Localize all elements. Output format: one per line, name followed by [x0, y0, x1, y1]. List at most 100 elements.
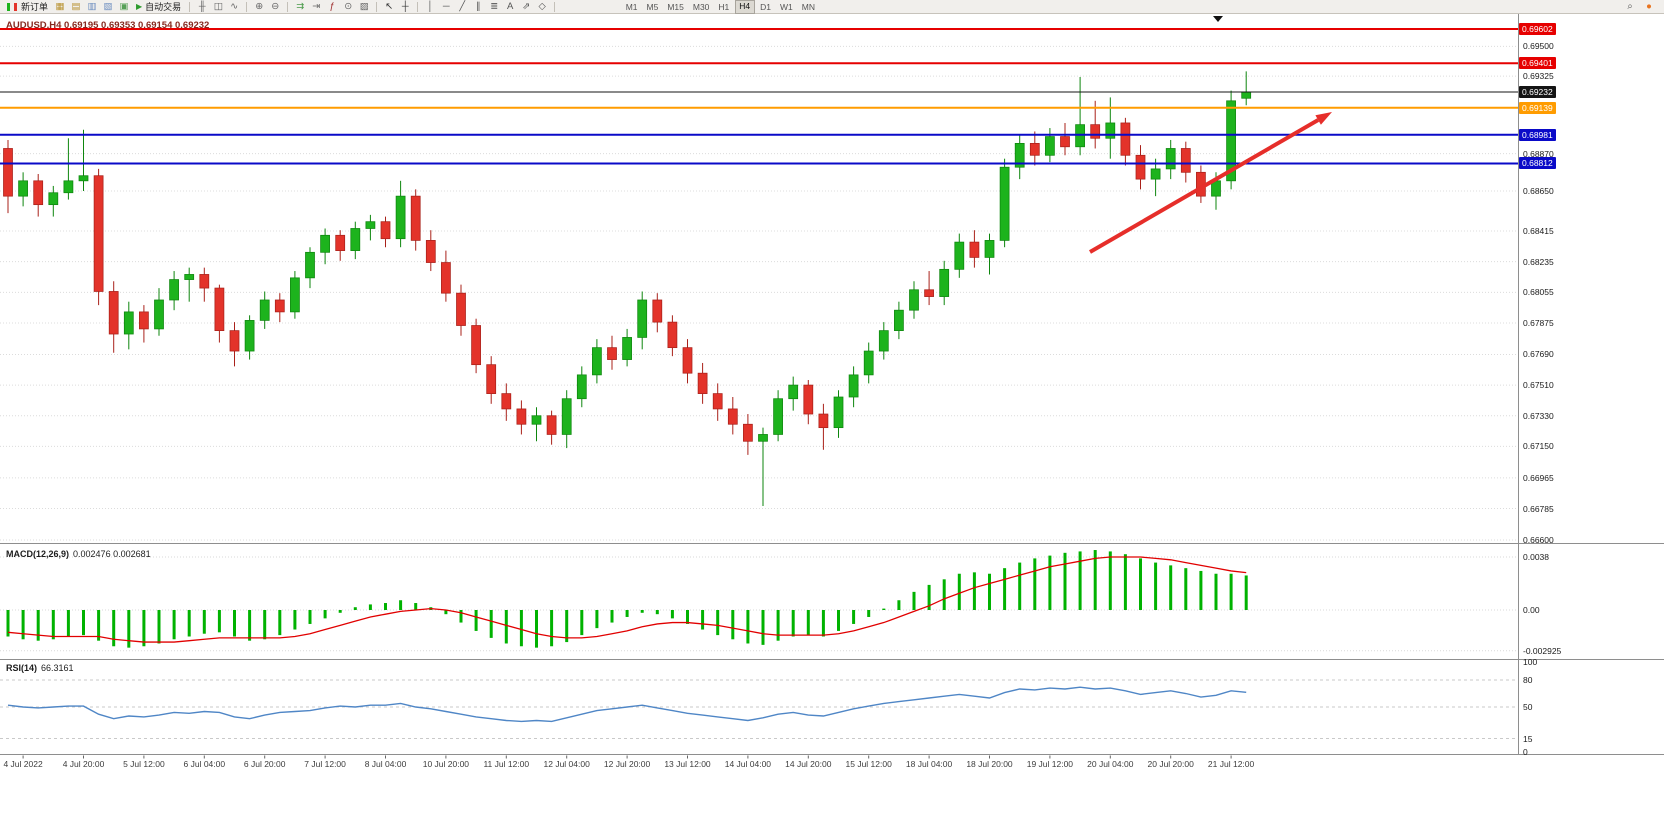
- macd-histogram-bar: [504, 610, 508, 644]
- macd-histogram-bar: [127, 610, 131, 648]
- bar-chart-icon[interactable]: ╫: [198, 0, 206, 12]
- rsi-line: [7, 686, 1247, 723]
- zoom-out-icon[interactable]: ⊖: [271, 0, 280, 12]
- text-icon[interactable]: A: [507, 0, 514, 12]
- macd-histogram-bar: [6, 610, 10, 637]
- candle: [501, 393, 512, 410]
- market-watch-icon[interactable]: ▥: [87, 0, 97, 12]
- shapes-icon[interactable]: ◇: [538, 0, 546, 12]
- terminal-icon[interactable]: ▣: [119, 0, 129, 12]
- candle: [1150, 168, 1161, 180]
- rsi-pane[interactable]: [0, 660, 1518, 754]
- macd-histogram-bar: [610, 610, 614, 623]
- candle: [380, 221, 391, 240]
- fibonacci-icon[interactable]: ≣: [490, 0, 499, 12]
- chart-shift-icon[interactable]: ⇥: [312, 0, 321, 12]
- toolbar-separator: [287, 1, 289, 12]
- macd-histogram-bar: [142, 610, 146, 647]
- price-axis-pane[interactable]: [1518, 14, 1664, 754]
- candle: [803, 384, 814, 415]
- indicators-icon[interactable]: ƒ: [329, 0, 335, 12]
- trend-arrow[interactable]: [1088, 118, 1320, 254]
- candle: [546, 415, 557, 435]
- search-icon[interactable]: ⌕: [1627, 0, 1633, 12]
- candle: [33, 180, 44, 206]
- candle: [909, 289, 919, 311]
- zoom-in-icon[interactable]: ⊕: [255, 0, 264, 12]
- time-axis-pane[interactable]: [0, 755, 1518, 776]
- channel-icon[interactable]: ∥: [475, 0, 481, 12]
- candle: [1029, 142, 1040, 156]
- macd-histogram-bar: [821, 610, 825, 637]
- candle: [425, 240, 436, 263]
- macd-histogram-bar: [157, 610, 161, 644]
- macd-histogram-bar: [1093, 550, 1097, 610]
- macd-histogram-bar: [338, 610, 342, 613]
- timeframe-m15[interactable]: M15: [667, 1, 684, 12]
- macd-histogram-bar: [942, 579, 946, 610]
- macd-histogram-bar: [519, 610, 523, 647]
- toolbar-right-group: ⌕ ●: [1623, 1, 1660, 13]
- timeframe-m1[interactable]: M1: [625, 1, 638, 12]
- candle: [63, 180, 74, 194]
- crosshair-icon[interactable]: ┼: [401, 0, 409, 12]
- auto-scroll-icon[interactable]: ⇉: [296, 0, 305, 12]
- candle: [622, 337, 632, 360]
- charts-window-icon[interactable]: ▦: [55, 0, 65, 12]
- macd-histogram-bar: [263, 610, 267, 640]
- macd-histogram-bar: [202, 610, 206, 634]
- candle: [758, 434, 768, 442]
- timeframe-h1[interactable]: H1: [718, 1, 730, 12]
- candle: [592, 347, 602, 376]
- timeframe-m5[interactable]: M5: [646, 1, 659, 12]
- main-chart-pane[interactable]: [0, 14, 1518, 543]
- timeframe-h4[interactable]: H4: [734, 0, 755, 14]
- cursor-icon[interactable]: ↖: [385, 0, 394, 12]
- candle: [441, 262, 451, 294]
- horizontal-line-icon[interactable]: ─: [442, 0, 450, 12]
- vertical-line-icon[interactable]: │: [427, 0, 434, 12]
- periods-icon[interactable]: ⊙: [344, 0, 353, 12]
- line-chart-icon[interactable]: ∿: [230, 0, 239, 12]
- candle: [667, 321, 678, 349]
- alert-icon[interactable]: ●: [1646, 0, 1652, 12]
- autotrading-button[interactable]: ▶ 自动交易: [133, 1, 184, 13]
- timeframe-mn[interactable]: MN: [801, 1, 816, 12]
- candle: [335, 234, 346, 251]
- candle: [697, 372, 708, 394]
- templates-icon[interactable]: ▨: [359, 0, 369, 12]
- play-icon: ▶: [136, 2, 143, 11]
- navigator-icon[interactable]: ▧: [103, 0, 113, 12]
- new-order-button[interactable]: 新订单: [4, 1, 51, 13]
- macd-histogram-bar: [474, 610, 478, 631]
- macd-histogram-bar: [1003, 568, 1007, 610]
- macd-histogram-bar: [837, 610, 840, 631]
- timeframe-d1[interactable]: D1: [760, 1, 772, 12]
- macd-histogram-bar: [746, 610, 750, 644]
- candle: [320, 234, 330, 253]
- candle: [259, 299, 270, 321]
- macd-histogram-bar: [21, 610, 25, 640]
- arrows-tool-icon[interactable]: ⇗: [522, 0, 531, 12]
- macd-histogram-bar: [731, 610, 735, 640]
- candlestick-chart-icon[interactable]: ◫: [213, 0, 223, 12]
- macd-histogram-bar: [82, 610, 85, 636]
- timeframe-w1[interactable]: W1: [780, 1, 793, 12]
- trendline-icon[interactable]: ╱: [459, 0, 466, 12]
- macd-histogram-bar: [36, 610, 40, 641]
- macd-histogram-bar: [1018, 562, 1022, 610]
- candle: [712, 393, 723, 410]
- macd-pane[interactable]: [0, 544, 1518, 659]
- macd-histogram-bar: [1078, 551, 1082, 610]
- candle: [682, 347, 693, 374]
- candle: [1090, 124, 1101, 139]
- timeframe-m30[interactable]: M30: [692, 1, 710, 12]
- macd-histogram-bar: [1033, 558, 1037, 610]
- macd-histogram-bar: [172, 610, 176, 640]
- candle: [818, 413, 829, 429]
- macd-histogram-bar: [66, 610, 70, 637]
- candle: [1075, 124, 1085, 148]
- profiles-icon[interactable]: ▤: [71, 0, 81, 12]
- candle: [743, 423, 753, 442]
